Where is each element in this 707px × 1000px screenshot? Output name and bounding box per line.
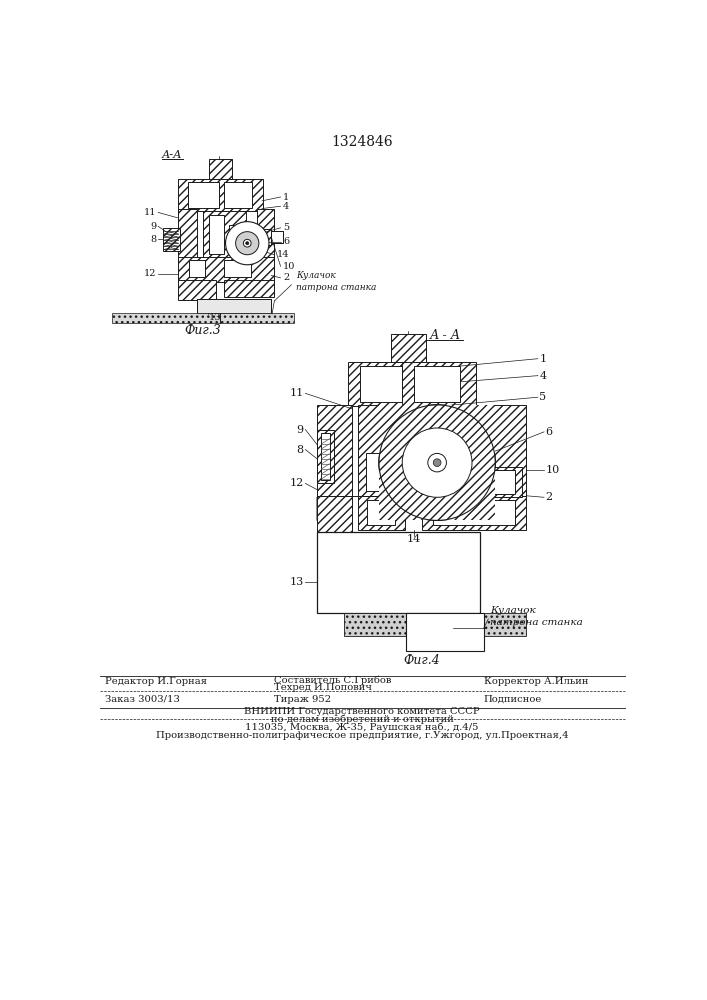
- Bar: [406, 613, 484, 651]
- Circle shape: [226, 222, 269, 265]
- Bar: [317, 496, 352, 536]
- Text: А-А: А-А: [162, 150, 182, 160]
- Text: ВНИИПИ Государственного комитета СССР: ВНИИПИ Государственного комитета СССР: [244, 707, 480, 716]
- Bar: [358, 496, 404, 530]
- Text: 14: 14: [407, 534, 421, 544]
- Bar: [421, 496, 526, 530]
- Text: 9: 9: [151, 222, 156, 231]
- Bar: [366, 453, 380, 491]
- Bar: [321, 433, 330, 480]
- Text: 10: 10: [546, 465, 560, 475]
- Text: 13: 13: [290, 577, 304, 587]
- Text: 1324846: 1324846: [331, 135, 393, 149]
- Circle shape: [379, 405, 495, 520]
- Text: 12: 12: [290, 478, 304, 488]
- Text: 12: 12: [144, 269, 156, 278]
- Bar: [163, 228, 180, 251]
- Bar: [187, 182, 218, 208]
- Bar: [197, 299, 271, 312]
- Circle shape: [433, 459, 441, 466]
- Text: 1: 1: [283, 192, 289, 202]
- Text: Кулачок
патрона станка: Кулачок патрона станка: [296, 271, 376, 292]
- Circle shape: [246, 242, 249, 245]
- Text: 10: 10: [283, 262, 296, 271]
- Text: 5: 5: [283, 223, 289, 232]
- Bar: [257, 229, 271, 245]
- Text: Редактор И.Горная: Редактор И.Горная: [105, 677, 207, 686]
- Bar: [464, 405, 478, 497]
- Text: 11: 11: [144, 208, 156, 217]
- Bar: [197, 299, 271, 312]
- Bar: [177, 209, 197, 259]
- Text: 1: 1: [539, 354, 547, 364]
- Bar: [387, 462, 397, 491]
- Bar: [348, 362, 476, 406]
- Text: Производственно-полиграфическое предприятие, г.Ужгород, ул.Проектная,4: Производственно-полиграфическое предприя…: [156, 732, 568, 740]
- Bar: [368, 500, 395, 525]
- Text: Составитель С.Грибов: Составитель С.Грибов: [274, 675, 392, 685]
- Polygon shape: [317, 497, 352, 520]
- Text: Подписное: Подписное: [484, 695, 542, 704]
- Bar: [257, 209, 274, 259]
- Bar: [358, 405, 404, 497]
- Bar: [379, 405, 495, 520]
- Text: 8: 8: [297, 445, 304, 455]
- Bar: [177, 257, 274, 282]
- Bar: [476, 466, 522, 497]
- Bar: [203, 211, 246, 259]
- Text: 2: 2: [546, 492, 553, 502]
- Text: 8: 8: [151, 235, 156, 244]
- Text: 4: 4: [283, 202, 289, 211]
- Bar: [224, 260, 251, 277]
- Text: 13: 13: [209, 313, 221, 322]
- Text: 14: 14: [276, 250, 289, 259]
- Text: 2: 2: [283, 273, 289, 282]
- Text: Фиг.3: Фиг.3: [185, 324, 221, 337]
- Bar: [433, 500, 515, 525]
- Circle shape: [428, 453, 446, 472]
- Text: Корректор А.Ильин: Корректор А.Ильин: [484, 677, 588, 686]
- Circle shape: [379, 405, 495, 520]
- Text: 4: 4: [539, 371, 547, 381]
- Bar: [209, 215, 224, 254]
- Bar: [317, 430, 334, 483]
- Bar: [484, 470, 515, 494]
- Text: по делам изобретений и открытий: по делам изобретений и открытий: [271, 714, 453, 724]
- Text: 9: 9: [297, 425, 304, 435]
- Text: 113035, Москва, Ж-35, Раушская наб., д.4/5: 113035, Москва, Ж-35, Раушская наб., д.4…: [245, 722, 479, 732]
- Text: 5: 5: [539, 392, 547, 402]
- Text: Кулачок
патрона станка: Кулачок патрона станка: [490, 606, 583, 627]
- Bar: [391, 334, 426, 365]
- Text: А - А: А - А: [429, 329, 460, 342]
- Bar: [177, 280, 216, 300]
- Text: Тираж 952: Тираж 952: [274, 695, 332, 704]
- Bar: [317, 532, 480, 613]
- Bar: [224, 280, 274, 297]
- Text: Заказ 3003/13: Заказ 3003/13: [105, 695, 180, 704]
- Text: Фиг.4: Фиг.4: [403, 654, 440, 667]
- Bar: [189, 260, 204, 277]
- Bar: [360, 366, 402, 402]
- Bar: [177, 179, 263, 211]
- Bar: [414, 366, 460, 402]
- Bar: [112, 313, 293, 323]
- Bar: [476, 405, 526, 497]
- Bar: [224, 182, 252, 208]
- Bar: [271, 231, 283, 243]
- Bar: [209, 158, 232, 182]
- Text: Техред И.Попович: Техред И.Попович: [274, 683, 373, 692]
- Bar: [344, 613, 526, 636]
- Text: 11: 11: [290, 388, 304, 398]
- Bar: [230, 225, 239, 254]
- Text: 6: 6: [283, 237, 289, 246]
- Text: 6: 6: [546, 427, 553, 437]
- Bar: [271, 231, 283, 243]
- Bar: [317, 405, 352, 497]
- Circle shape: [402, 428, 472, 497]
- Circle shape: [235, 232, 259, 255]
- Circle shape: [243, 239, 251, 247]
